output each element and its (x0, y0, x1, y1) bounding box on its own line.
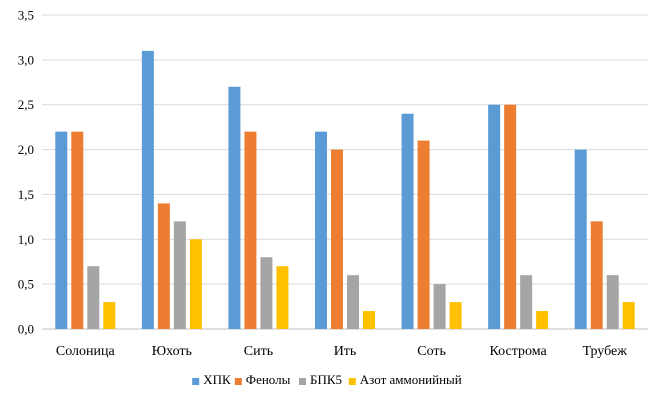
bar-БПК5-Трубеж (606, 275, 619, 329)
bar-Азот аммонийный-Ить (363, 311, 375, 329)
legend-label: Фенолы (246, 372, 291, 387)
bar-Фенолы-Сить (244, 131, 257, 329)
bar-ХПК-Соть (401, 113, 414, 329)
bar-ХПК-Кострома (488, 104, 501, 329)
x-tick-label: Солоница (56, 344, 116, 359)
legend-swatch (348, 378, 356, 385)
bar-Азот аммонийный-Солоница (103, 302, 116, 329)
y-tick-label: 1,5 (18, 187, 34, 202)
bar-БПК5-Сить (260, 257, 273, 329)
bar-Фенолы-Соть (417, 140, 430, 329)
bar-БПК5-Солоница (87, 266, 100, 329)
gridlines (42, 14, 648, 330)
bar-БПК5-Соть (433, 284, 446, 329)
bar-ХПК-Солоница (55, 131, 68, 329)
y-tick-label: 0,0 (18, 322, 34, 337)
bar-Азот аммонийный-Сить (276, 266, 289, 329)
x-tick-label: Юхоть (152, 344, 192, 359)
x-tick-label: Кострома (490, 344, 548, 359)
bar-Азот аммонийный-Юхоть (189, 239, 202, 329)
x-tick-label: Соть (417, 344, 446, 359)
bar-ХПК-Ить (315, 131, 327, 329)
y-tick-label: 2,0 (18, 142, 34, 157)
y-tick-label: 1,0 (18, 232, 34, 247)
bar-ХПК-Юхоть (141, 50, 154, 330)
bar-ХПК-Сить (228, 86, 241, 330)
bar-БПК5-Юхоть (173, 221, 186, 329)
y-tick-label: 2,5 (18, 97, 34, 112)
x-axis-categories: Солоница Юхоть Сить Ить Соть Кострома Трубеж (56, 344, 627, 359)
legend-swatch (234, 378, 242, 385)
legend-label: БПК5 (310, 372, 342, 387)
bar-Фенолы-Юхоть (157, 203, 170, 329)
bar-Азот аммонийный-Кострома (536, 311, 549, 329)
bar-БПК5-Кострома (520, 275, 533, 329)
bar-Фенолы-Трубеж (590, 221, 603, 329)
legend-label: Азот аммонийный (360, 372, 462, 387)
legend-label: ХПК (203, 372, 231, 387)
bar-ХПК-Трубеж (574, 149, 587, 329)
bar-Фенолы-Солоница (71, 131, 84, 329)
y-tick-label: 0,5 (18, 277, 34, 292)
x-tick-label: Трубеж (582, 344, 627, 359)
x-tick-label: Сить (244, 344, 273, 359)
bar-Фенолы-Ить (331, 149, 343, 329)
bar-Азот аммонийный-Трубеж (622, 302, 635, 329)
bar-Азот аммонийный-Соть (449, 302, 462, 329)
bar-Фенолы-Кострома (504, 104, 517, 329)
x-tick-label: Ить (334, 344, 357, 359)
legend: ХПК Фенолы БПК5 Азот аммонийный (192, 372, 462, 387)
bar-БПК5-Ить (347, 275, 359, 329)
y-tick-label: 3,0 (18, 52, 34, 67)
legend-swatch (192, 378, 200, 385)
bars (55, 50, 635, 330)
legend-swatch (299, 378, 306, 385)
y-axis-ticks: 0,0 0,5 1,0 1,5 2,0 2,5 3,0 3,5 (18, 8, 34, 337)
y-tick-label: 3,5 (18, 8, 34, 23)
